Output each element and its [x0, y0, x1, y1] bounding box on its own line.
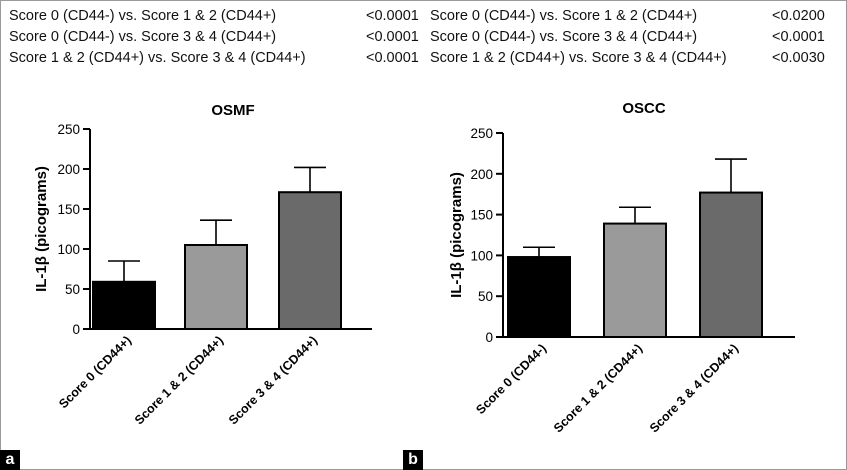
x-category-label: Score 0 (CD44-) [473, 341, 549, 417]
p-value: <0.0001 [772, 29, 825, 45]
y-tick-label: 200 [57, 162, 80, 177]
bar [603, 222, 667, 339]
oscc-bar-chart: OSCC IL-1β (picograms) 0 50 100 150 200 250 Scor… [448, 100, 795, 435]
y-tick-label: 50 [478, 289, 493, 304]
chart-title: OSMF [211, 102, 254, 119]
comparison-row: Score 0 (CD44-) vs. Score 1 & 2 (CD44+) … [430, 6, 838, 27]
comparison-label: Score 0 (CD44-) vs. Score 1 & 2 (CD44+) [430, 8, 698, 24]
y-tick-label: 0 [485, 330, 493, 345]
x-category-label: Score 1 & 2 (CD44+) [551, 341, 645, 435]
p-value: <0.0200 [772, 8, 825, 24]
chart-panel-osmf: OSMF IL-1β (picograms) 0 50 100 150 200 250 Scor… [0, 0, 423, 470]
comparison-row: Score 0 (CD44-) vs. Score 3 & 4 (CD44+) … [9, 27, 419, 48]
y-tick-label: 100 [470, 248, 493, 263]
panel-label-b: b [403, 450, 423, 470]
y-tick-label: 150 [57, 202, 80, 217]
y-axis-label: IL-1β (picograms) [33, 166, 50, 292]
bar [699, 191, 763, 338]
x-category-label: Score 3 & 4 (CD44+) [226, 333, 320, 427]
y-tick-label: 50 [65, 282, 80, 297]
osmf-bar-chart: OSMF IL-1β (picograms) 0 50 100 150 200 250 Scor… [33, 102, 372, 427]
p-value: <0.0001 [366, 50, 419, 66]
comparison-label: Score 1 & 2 (CD44+) vs. Score 3 & 4 (CD4… [430, 50, 727, 66]
p-value: <0.0001 [366, 29, 419, 45]
x-category-label: Score 1 & 2 (CD44+) [132, 333, 226, 427]
comparison-table-b: Score 0 (CD44-) vs. Score 1 & 2 (CD44+) … [430, 6, 838, 69]
comparison-row: Score 0 (CD44-) vs. Score 3 & 4 (CD44+) … [430, 27, 838, 48]
y-axis-label: IL-1β (picograms) [448, 172, 465, 298]
p-value: <0.0001 [366, 8, 419, 24]
p-value: <0.0030 [772, 50, 825, 66]
chart-panel-oscc: OSCC IL-1β (picograms) 0 50 100 150 200 250 Scor… [423, 0, 847, 470]
x-category-label: Score 0 (CD44+) [56, 333, 134, 411]
bar [507, 256, 571, 339]
y-tick-label: 250 [57, 122, 80, 137]
comparison-row: Score 0 (CD44-) vs. Score 1 & 2 (CD44+) … [9, 6, 419, 27]
comparison-label: Score 0 (CD44-) vs. Score 1 & 2 (CD44+) [9, 8, 277, 24]
y-tick-label: 0 [72, 322, 80, 337]
bar [278, 191, 342, 330]
panel-label-a: a [0, 450, 20, 470]
comparison-row: Score 1 & 2 (CD44+) vs. Score 3 & 4 (CD4… [430, 48, 838, 69]
comparison-table-a: Score 0 (CD44-) vs. Score 1 & 2 (CD44+) … [9, 6, 419, 69]
y-tick-label: 200 [470, 167, 493, 182]
y-tick-label: 150 [470, 208, 493, 223]
bar [184, 244, 248, 330]
chart-title: OSCC [622, 100, 666, 117]
comparison-label: Score 1 & 2 (CD44+) vs. Score 3 & 4 (CD4… [9, 50, 306, 66]
comparison-label: Score 0 (CD44-) vs. Score 3 & 4 (CD44+) [430, 29, 698, 45]
y-tick-label: 250 [470, 126, 493, 141]
comparison-row: Score 1 & 2 (CD44+) vs. Score 3 & 4 (CD4… [9, 48, 419, 69]
comparison-label: Score 0 (CD44-) vs. Score 3 & 4 (CD44+) [9, 29, 277, 45]
x-category-label: Score 3 & 4 (CD44+) [647, 341, 741, 435]
bar [92, 280, 156, 330]
y-tick-label: 100 [57, 242, 80, 257]
